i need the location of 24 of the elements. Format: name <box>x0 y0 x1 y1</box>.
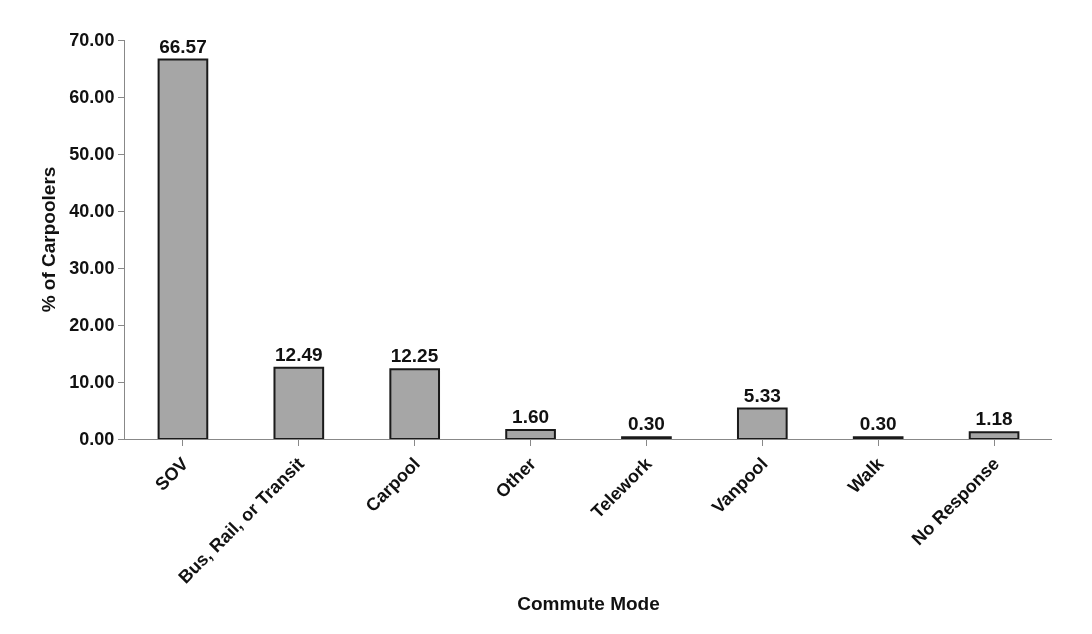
data-label: 0.30 <box>627 413 665 435</box>
bar <box>505 428 556 439</box>
data-label: 1.60 <box>512 405 550 427</box>
data-label: 0.30 <box>859 413 897 435</box>
data-label: 12.25 <box>390 345 439 367</box>
bar <box>157 58 209 439</box>
y-tick-label: 70.00 <box>69 30 115 51</box>
y-axis-title: % of Carpoolers <box>38 166 60 313</box>
data-label: 5.33 <box>743 384 781 406</box>
bar <box>389 368 441 439</box>
y-tick-label: 0.00 <box>79 429 115 450</box>
y-tick-label: 50.00 <box>69 144 115 165</box>
y-tick-label: 40.00 <box>69 201 115 222</box>
y-tick-label: 60.00 <box>69 87 115 108</box>
bar <box>273 366 325 439</box>
bar <box>968 431 1020 439</box>
data-label: 12.49 <box>275 343 323 365</box>
y-tick-label: 20.00 <box>69 315 115 336</box>
y-tick-label: 10.00 <box>69 372 115 393</box>
data-label: 66.57 <box>159 35 207 57</box>
data-label: 1.18 <box>975 408 1013 430</box>
x-axis-title: Commute Mode <box>517 593 660 615</box>
bar <box>736 407 788 439</box>
y-tick-label: 30.00 <box>69 258 115 279</box>
